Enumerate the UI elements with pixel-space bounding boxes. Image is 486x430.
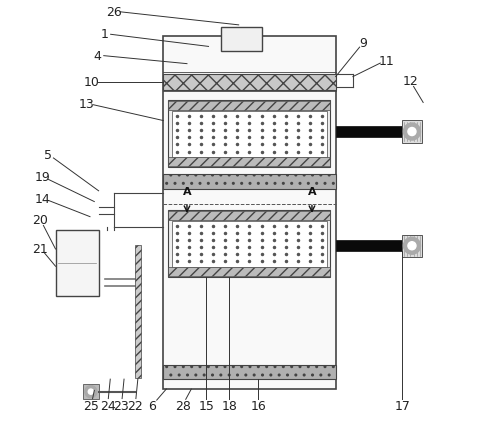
Bar bbox=[336, 241, 402, 252]
Text: 22: 22 bbox=[127, 399, 143, 412]
Bar bbox=[336, 127, 402, 138]
Text: 9: 9 bbox=[360, 37, 367, 49]
Bar bbox=[55, 230, 99, 297]
Bar bbox=[172, 111, 327, 157]
Text: 26: 26 bbox=[106, 6, 122, 18]
Bar bbox=[135, 245, 141, 378]
Circle shape bbox=[408, 242, 416, 250]
Bar bbox=[169, 211, 330, 277]
Bar bbox=[163, 75, 336, 90]
Text: 20: 20 bbox=[33, 214, 49, 227]
Text: 5: 5 bbox=[44, 148, 52, 161]
Text: 13: 13 bbox=[79, 98, 95, 111]
Circle shape bbox=[403, 238, 420, 255]
Text: 15: 15 bbox=[198, 399, 214, 412]
Circle shape bbox=[88, 389, 93, 394]
Text: 12: 12 bbox=[402, 75, 418, 88]
Text: 21: 21 bbox=[33, 242, 48, 255]
Text: 1: 1 bbox=[100, 28, 108, 41]
Bar bbox=[163, 37, 336, 389]
Text: A: A bbox=[308, 187, 316, 197]
Text: 24: 24 bbox=[100, 399, 116, 412]
Bar bbox=[169, 101, 330, 168]
Text: 6: 6 bbox=[149, 399, 156, 412]
Bar bbox=[222, 28, 262, 52]
Text: 11: 11 bbox=[378, 55, 394, 68]
Circle shape bbox=[85, 386, 97, 398]
Bar bbox=[401, 235, 422, 257]
Text: 14: 14 bbox=[35, 192, 51, 205]
Bar bbox=[169, 212, 330, 220]
Bar bbox=[169, 158, 330, 166]
Bar bbox=[163, 365, 336, 379]
Circle shape bbox=[408, 128, 416, 136]
Text: 28: 28 bbox=[175, 399, 191, 412]
Circle shape bbox=[403, 124, 420, 141]
Text: A: A bbox=[183, 187, 191, 197]
Bar bbox=[169, 102, 330, 111]
Bar bbox=[172, 221, 327, 267]
Text: 4: 4 bbox=[93, 49, 101, 62]
Text: 19: 19 bbox=[35, 171, 51, 184]
Bar bbox=[83, 384, 99, 399]
Text: 18: 18 bbox=[221, 399, 237, 412]
Text: 23: 23 bbox=[114, 399, 129, 412]
Text: 10: 10 bbox=[84, 76, 99, 89]
Bar bbox=[163, 175, 336, 189]
Bar bbox=[401, 121, 422, 144]
Text: 16: 16 bbox=[250, 399, 266, 412]
Text: 17: 17 bbox=[395, 399, 410, 412]
Text: 25: 25 bbox=[84, 399, 99, 412]
Bar bbox=[169, 267, 330, 276]
